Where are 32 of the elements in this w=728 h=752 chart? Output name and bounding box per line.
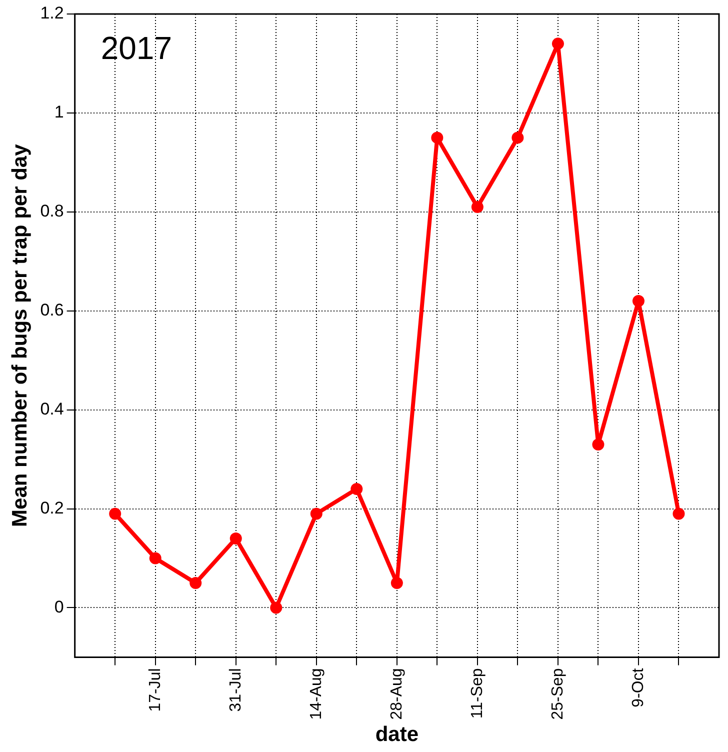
point bbox=[552, 38, 564, 50]
y-axis-title: Mean number of bugs per trap per day bbox=[8, 144, 32, 527]
y-tick-label: 1 bbox=[54, 102, 64, 122]
point bbox=[350, 482, 363, 495]
point bbox=[471, 200, 484, 213]
point bbox=[592, 438, 604, 450]
point bbox=[270, 602, 282, 614]
point bbox=[149, 552, 162, 564]
x-tick-label: 17-Jul bbox=[146, 668, 164, 712]
point bbox=[109, 508, 122, 520]
point bbox=[672, 508, 685, 520]
point bbox=[512, 132, 524, 144]
x-axis-title: date bbox=[375, 723, 419, 746]
y-tick-label: 0.8 bbox=[40, 202, 64, 221]
point bbox=[431, 132, 444, 144]
x-tick-label: 28-Aug bbox=[388, 668, 406, 720]
point bbox=[230, 532, 242, 544]
x-tick-label: 31-Jul bbox=[227, 668, 244, 712]
y-tick-label: 0.6 bbox=[40, 300, 64, 320]
x-tick-label: 9-Oct bbox=[630, 668, 647, 708]
y-tick-label: 0.4 bbox=[40, 400, 64, 419]
point bbox=[390, 576, 403, 589]
x-tick-label: 25-Sep bbox=[549, 668, 566, 720]
y-tick-label: 0.2 bbox=[40, 498, 64, 518]
x-tick-label: 14-Aug bbox=[308, 668, 325, 720]
y-tick-label: 1.2 bbox=[40, 4, 64, 23]
point bbox=[310, 508, 322, 520]
point bbox=[632, 294, 644, 307]
y-tick-label: 0 bbox=[54, 597, 64, 616]
point bbox=[190, 576, 202, 589]
text: 2017 bbox=[100, 30, 172, 66]
x-tick-label: 11-Sep bbox=[468, 668, 486, 719]
